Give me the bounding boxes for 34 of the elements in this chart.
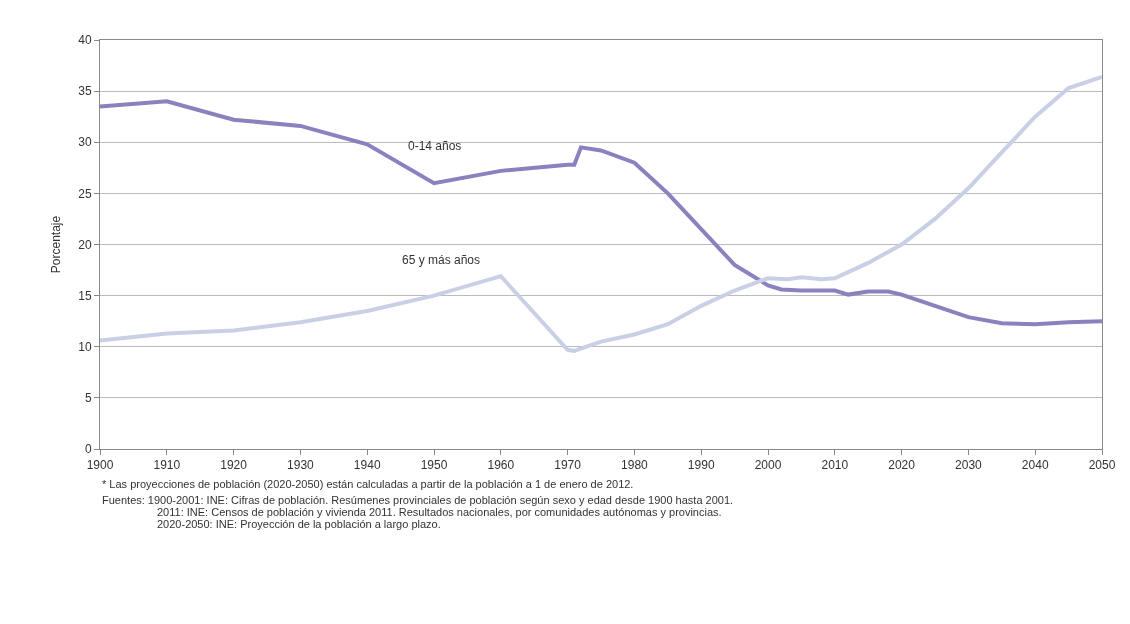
- series-label: 65 y más años: [402, 253, 481, 267]
- line-series: [100, 74, 1102, 353]
- x-tick-label: 2030: [955, 458, 983, 473]
- y-tick-label: 0: [84, 442, 92, 457]
- x-tick-label: 1920: [220, 458, 248, 473]
- y-tick-label: 40: [78, 33, 92, 48]
- x-tick-label: 1960: [487, 458, 515, 473]
- text: * Las proyecciones de población (2020-2050) están calculadas a partir de la población a 1 de enero de 2012.: [102, 478, 634, 490]
- x-tick-label: 1900: [86, 458, 114, 473]
- source-note: Fuentes: 1900-2001: INE: Cifras de población. Resúmenes provinciales de población según sexo y edad desde 1900 hasta 2001.: [102, 494, 734, 506]
- y-tick-label: 30: [78, 135, 92, 150]
- y-axis-title: Porcentaje: [48, 215, 63, 274]
- x-tick-label: 2010: [821, 458, 849, 473]
- x-tick-label: 2020: [888, 458, 916, 473]
- y-tick-label: 25: [78, 186, 92, 201]
- series-label: 0-14 años: [408, 139, 462, 153]
- y-tick-label: 15: [78, 288, 92, 303]
- line-series: [100, 99, 1102, 327]
- y-tick-label: 10: [78, 339, 92, 354]
- x-tick-label: 1910: [153, 458, 181, 473]
- y-tick-label: 5: [84, 391, 92, 406]
- x-tick-label: 1930: [287, 458, 315, 473]
- x-tick-label: 1970: [554, 458, 582, 473]
- x-tick-label: 2040: [1021, 458, 1049, 473]
- x-tick-label: 1950: [420, 458, 448, 473]
- x-tick-label: 2000: [754, 458, 782, 473]
- y-tick-label: 20: [78, 237, 92, 252]
- x-tick-label: 1980: [621, 458, 649, 473]
- x-tick-label: 1990: [687, 458, 715, 473]
- x-tick-label: 2050: [1088, 458, 1116, 473]
- text: 2011: INE: Censos de población y vivienda 2011. Resultados nacionales, por comunidades autónomas y provincias.: [157, 506, 722, 518]
- y-tick-label: 35: [78, 84, 92, 99]
- x-tick-label: 1940: [353, 458, 381, 473]
- text: 2020-2050: INE: Proyección de la población a largo plazo.: [157, 518, 441, 530]
